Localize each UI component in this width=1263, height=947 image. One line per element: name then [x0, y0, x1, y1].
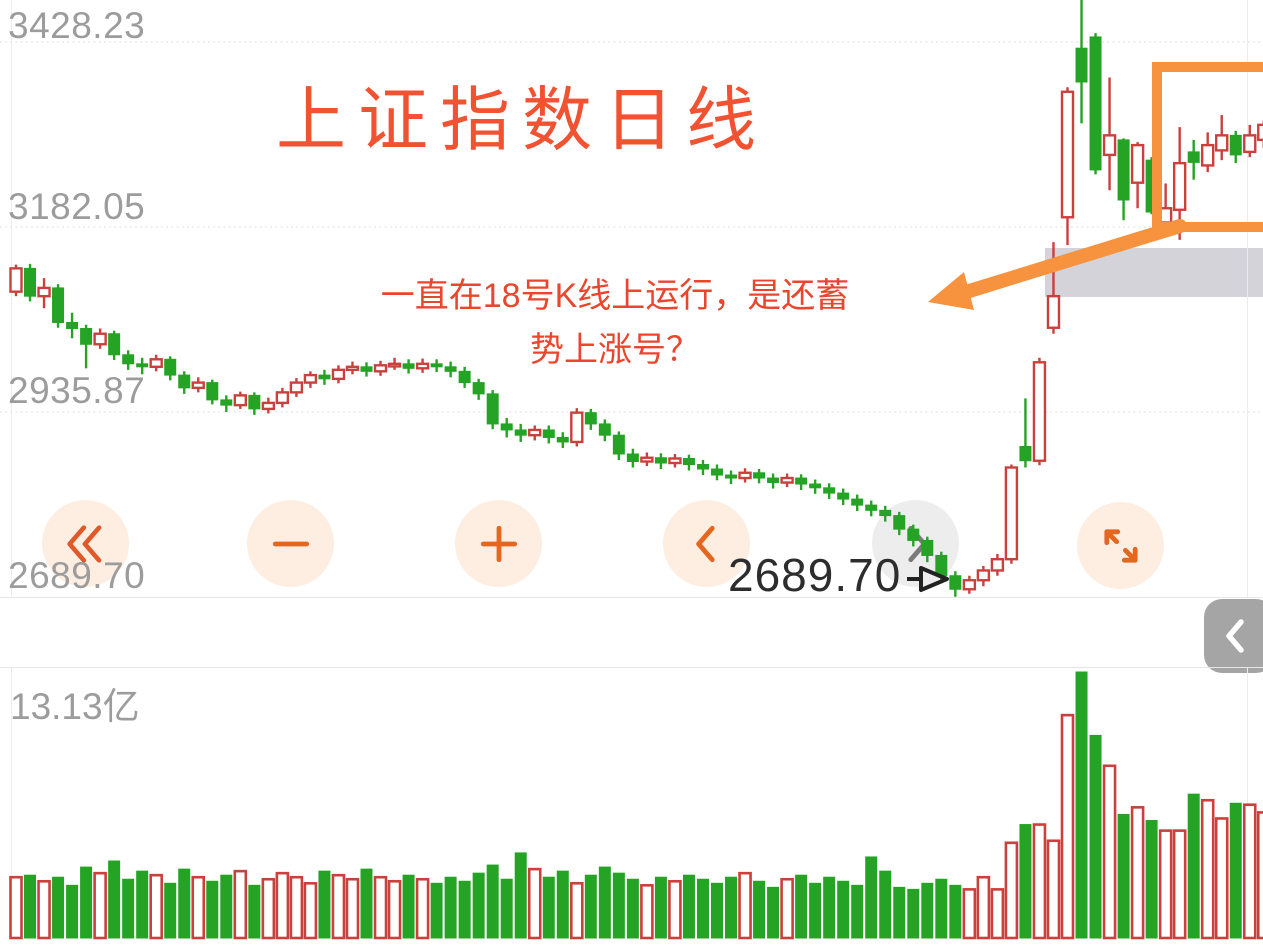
double-chevron-left-icon — [66, 524, 101, 563]
kline-pane[interactable]: 3428.23 3182.05 2935.87 2689.70 上证指数日线 一… — [0, 0, 1263, 601]
price-axis-label: 3182.05 — [8, 186, 146, 227]
note-annotation: 一直在18号K线上运行，是还蓄 势上涨号？ — [372, 269, 858, 377]
zoom-in-button[interactable] — [455, 500, 542, 587]
chevron-left-icon — [1226, 619, 1244, 653]
kline-chart[interactable] — [0, 0, 1263, 598]
zoom-out-button[interactable] — [247, 500, 334, 587]
collapse-left-button[interactable] — [42, 500, 129, 587]
low-price-annotation: 2689.70 — [728, 548, 951, 602]
price-axis-label: 2935.87 — [8, 370, 146, 411]
minus-icon — [272, 541, 309, 546]
pane-divider — [0, 597, 1263, 598]
chart-title: 上证指数日线 — [276, 81, 768, 159]
chevron-left-icon — [695, 525, 715, 562]
note-line2: 势上涨号？ — [530, 331, 700, 369]
orange-highlight-rectangle — [1152, 62, 1263, 232]
note-line1: 一直在18号K线上运行，是还蓄 — [380, 277, 850, 315]
volume-pane-divider — [0, 667, 1263, 668]
pan-left-button[interactable] — [663, 500, 750, 587]
volume-chart[interactable] — [0, 668, 1263, 947]
volume-header: 成交量 6.58亿↑ — [0, 598, 1263, 668]
price-axis-label: 3428.23 — [8, 5, 146, 46]
low-price-value: 2689.70 — [728, 549, 902, 601]
arrow-right-icon — [907, 566, 950, 592]
expand-button[interactable] — [1077, 502, 1164, 589]
volume-max-label: 13.13亿 — [10, 686, 140, 727]
price-axis-label: 2689.70 — [8, 555, 146, 596]
expand-icon — [1103, 528, 1138, 563]
collapse-handle-button[interactable] — [1204, 599, 1263, 673]
plus-icon — [480, 525, 517, 562]
